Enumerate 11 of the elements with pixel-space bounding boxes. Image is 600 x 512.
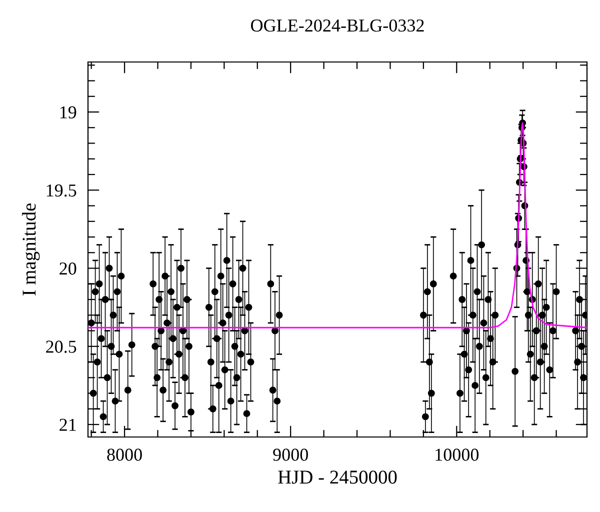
x-axis-title: HJD - 2450000 <box>278 470 397 484</box>
x-tick-label: 8000 <box>107 448 142 461</box>
y-tick-label: 19.5 <box>46 184 76 197</box>
y-tick-label: 21 <box>60 418 76 431</box>
y-tick-label: 20 <box>60 262 76 275</box>
x-tick-label: 10000 <box>436 448 479 461</box>
y-axis-title: I magnitude <box>22 203 40 296</box>
x-tick-label: 9000 <box>273 448 308 461</box>
y-tick-label: 19 <box>60 106 76 118</box>
chart-title: OGLE-2024-BLG-0332 <box>250 19 424 32</box>
y-tick-label: 20.5 <box>46 340 76 353</box>
